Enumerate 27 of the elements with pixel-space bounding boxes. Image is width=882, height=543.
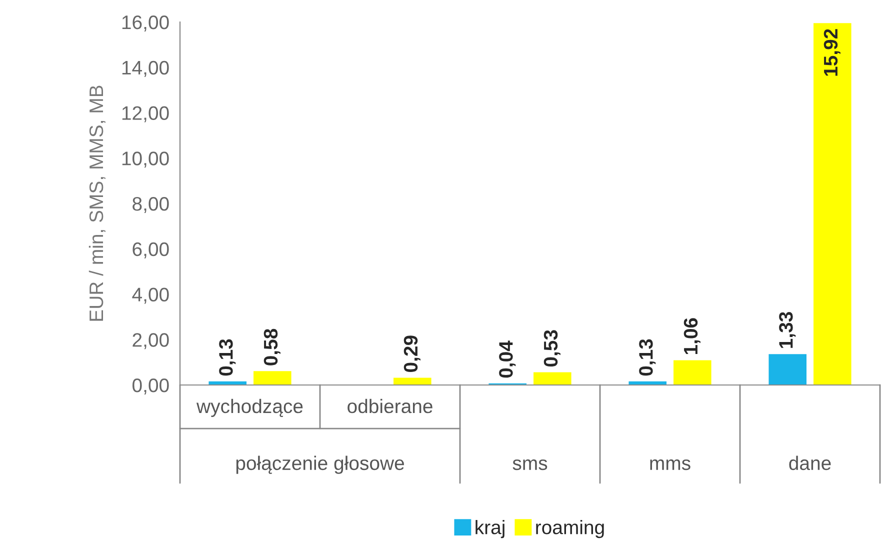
data-label: 0,58	[264, 328, 280, 366]
y-tick-label: 6,00	[132, 242, 169, 258]
y-axis-title: EUR / min, SMS, MMS, MB	[88, 86, 106, 321]
y-tick-label: 16,00	[122, 15, 169, 32]
data-label: 1,33	[779, 312, 796, 348]
x-tick-label: dane	[789, 456, 831, 470]
x-tick-label: mms	[650, 459, 690, 470]
x-tick-label: wychodzące	[196, 398, 303, 418]
y-tick-label: 8,00	[132, 196, 169, 214]
y-tick-label: 14,00	[122, 60, 169, 77]
data-label: 15,92	[824, 29, 840, 76]
x-tick-label: sms	[512, 459, 548, 470]
data-label: 0,13	[219, 339, 236, 376]
data-label: 0,29	[404, 336, 420, 372]
data-label: 0,04	[499, 340, 516, 378]
data-label: 1,06	[684, 318, 700, 354]
data-label: 0,13	[639, 339, 656, 376]
legend-label: kraj	[476, 520, 504, 538]
y-tick-label: 12,00	[122, 106, 169, 122]
y-tick-label: 10,00	[122, 152, 169, 168]
y-tick-label: 4,00	[132, 288, 169, 304]
legend-label: roaming	[536, 520, 604, 538]
y-tick-label: 0,00	[132, 378, 169, 395]
text: połączenie głosowe	[236, 456, 404, 474]
x-tick-label: odbierane	[348, 398, 432, 414]
y-tick-label: 2,00	[132, 333, 169, 350]
data-label: 0,53	[544, 330, 560, 367]
